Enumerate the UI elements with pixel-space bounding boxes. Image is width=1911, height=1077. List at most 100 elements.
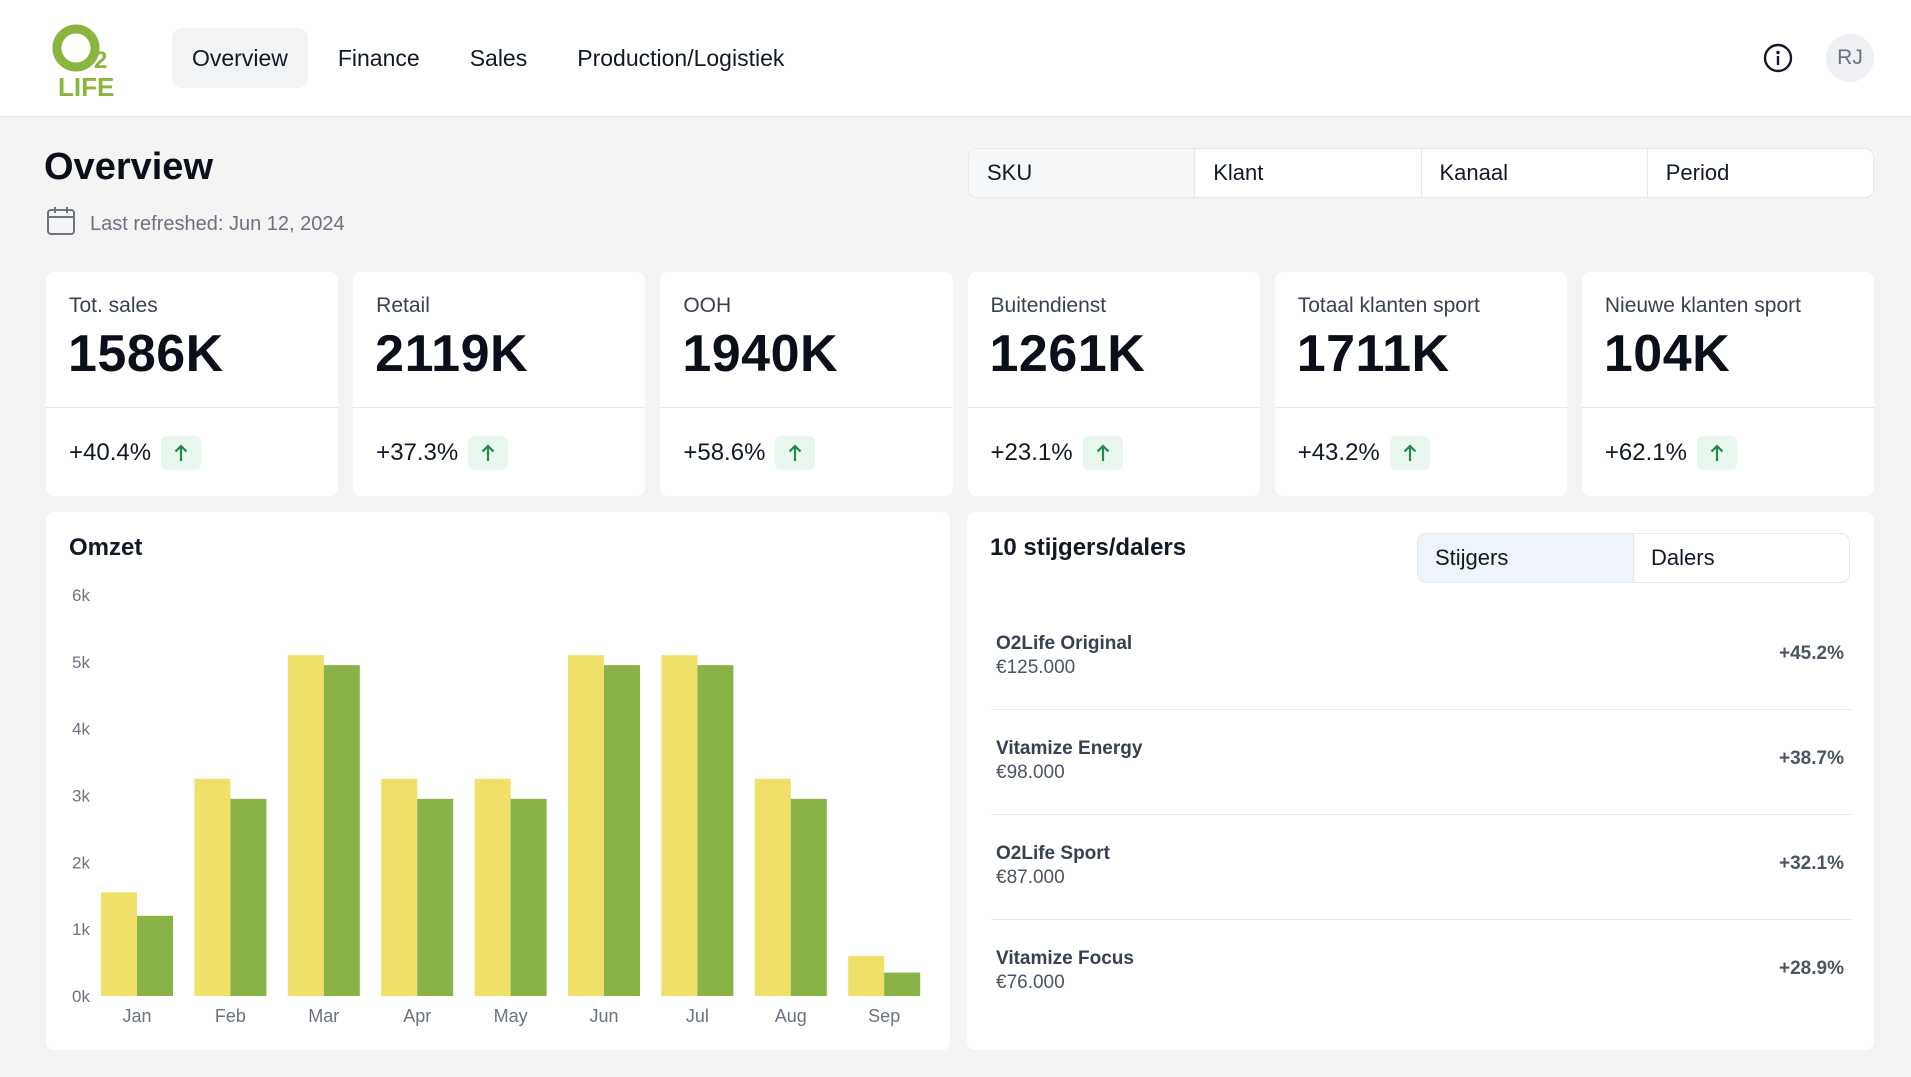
arrow-up-icon <box>1389 436 1430 470</box>
list-item[interactable]: O2Life Sport €87.000 +32.1% <box>991 815 1851 920</box>
bar-mar-series-2 <box>323 665 360 996</box>
filter-klant[interactable]: Klant <box>1195 149 1422 197</box>
kpi-value: 1261K <box>989 325 1146 383</box>
x-tick-label: Mar <box>308 1006 339 1026</box>
omzet-bar-chart: 0k 1k 2k 3k 4k 5k 6k Jan Feb Mar Apr May Jun Jul Aug Se… <box>72 586 921 1026</box>
product-name: O2Life Original <box>996 633 1133 654</box>
kpi-card-nieuwe-klanten-sport: Nieuwe klanten sport 104K +62.1% <box>1581 272 1875 496</box>
arrow-up-icon <box>468 436 509 470</box>
arrow-up-icon <box>161 436 202 470</box>
y-tick-label: 2k <box>72 853 90 872</box>
toggle-stijgers[interactable]: Stijgers <box>1418 534 1634 582</box>
bar-feb-series-1 <box>194 778 231 996</box>
y-tick-label: 1k <box>72 920 90 939</box>
kpi-divider <box>353 407 646 408</box>
list-item[interactable]: Vitamize Energy €98.000 +38.7% <box>991 710 1851 815</box>
o2life-logo[interactable]: 2 LIFE <box>50 22 134 102</box>
x-tick-label: Jul <box>686 1006 709 1026</box>
filter-kanaal[interactable]: Kanaal <box>1422 149 1648 197</box>
product-name: Vitamize Focus <box>996 948 1134 969</box>
kpi-delta-text: +40.4% <box>69 439 152 466</box>
bar-jun-series-2 <box>604 665 640 996</box>
product-value: €125.000 <box>996 657 1076 678</box>
bar-jul-series-1 <box>661 655 698 996</box>
kpi-delta-text: +43.2% <box>1297 439 1380 466</box>
kpi-label: Retail <box>376 294 430 317</box>
tab-sales[interactable]: Sales <box>469 44 528 71</box>
filter-period[interactable]: Period <box>1665 160 1730 185</box>
x-tick-label: Feb <box>215 1006 246 1026</box>
last-refreshed: Last refreshed: Jun 12, 2024 <box>46 206 345 242</box>
svg-text:2: 2 <box>94 47 107 74</box>
kpi-delta: +58.6% <box>683 436 816 470</box>
kpi-label: Tot. sales <box>69 294 158 317</box>
bar-jan-series-1 <box>101 892 137 996</box>
user-avatar[interactable]: RJ <box>1826 34 1874 82</box>
bar-jun-series-1 <box>568 655 604 996</box>
movers-title: 10 stijgers/dalers <box>990 534 1187 561</box>
bar-feb-series-2 <box>230 798 267 996</box>
product-change: +45.2% <box>1779 643 1844 664</box>
product-value: €98.000 <box>996 762 1065 783</box>
kpi-delta: +23.1% <box>991 436 1123 470</box>
tab-finance[interactable]: Finance <box>337 44 420 71</box>
movers-list: O2Life Original €125.000 +45.2% Vitamize… <box>991 605 1851 1025</box>
calendar-icon <box>46 206 76 242</box>
product-value: €87.000 <box>996 867 1065 888</box>
toggle-dalers[interactable]: Dalers <box>1651 545 1715 570</box>
kpi-value: 1711K <box>1296 325 1450 383</box>
kpi-label: Totaal klanten sport <box>1297 294 1480 317</box>
kpi-card-totaal-klanten-sport: Totaal klanten sport 1711K +43.2% <box>1274 272 1567 496</box>
page-title: Overview <box>44 146 213 188</box>
product-change: +28.9% <box>1779 958 1844 979</box>
product-change: +32.1% <box>1779 853 1844 874</box>
y-tick-label: 5k <box>72 653 90 672</box>
x-tick-label: Aug <box>775 1006 807 1026</box>
arrow-up-icon <box>1696 436 1737 470</box>
y-tick-label: 0k <box>72 987 90 1006</box>
list-item[interactable]: Vitamize Focus €76.000 +28.9% <box>991 920 1851 1025</box>
top-navigation: 2 LIFE Overview Finance Sales Production… <box>0 0 1911 117</box>
bar-may-series-1 <box>474 778 511 996</box>
kpi-label: OOH <box>683 294 732 317</box>
kpi-value: 2119K <box>375 325 529 383</box>
kpi-divider <box>967 407 1260 408</box>
kpi-delta-text: +23.1% <box>990 439 1073 466</box>
kpi-value: 1940K <box>682 325 839 383</box>
kpi-card-tot-sales: Tot. sales 1586K +40.4% <box>46 272 339 496</box>
arrow-up-icon <box>775 436 816 470</box>
y-tick-label: 4k <box>72 720 90 739</box>
arrow-up-icon <box>1082 436 1123 470</box>
kpi-delta: +40.4% <box>69 436 202 470</box>
bar-jan-series-2 <box>137 915 173 996</box>
list-item[interactable]: O2Life Original €125.000 +45.2% <box>991 605 1851 710</box>
product-name: O2Life Sport <box>996 843 1111 864</box>
last-refreshed-text: Last refreshed: Jun 12, 2024 <box>90 212 345 235</box>
kpi-row: Tot. sales 1586K +40.4% Retail 2119K +37… <box>46 272 1875 496</box>
filter-sku[interactable]: SKU <box>969 149 1196 197</box>
product-name: Vitamize Energy <box>996 738 1143 759</box>
kpi-delta: +62.1% <box>1605 436 1737 470</box>
kpi-delta-text: +37.3% <box>376 439 459 466</box>
movers-card: 10 stijgers/dalers Stijgers Dalers O2Lif… <box>967 512 1874 1050</box>
kpi-delta: +43.2% <box>1298 436 1430 470</box>
tab-production-logistiek[interactable]: Production/Logistiek <box>577 44 785 71</box>
bar-aug-series-1 <box>754 778 791 996</box>
bar-sep-series-2 <box>884 972 921 996</box>
movers-toggle: Stijgers Dalers <box>1417 533 1850 583</box>
bar-may-series-2 <box>510 798 547 996</box>
kpi-label: Nieuwe klanten sport <box>1604 294 1801 317</box>
main-nav-tabs: Overview Finance Sales Production/Logist… <box>172 28 804 88</box>
kpi-divider <box>660 407 953 408</box>
kpi-divider <box>46 407 339 408</box>
bar-sep-series-1 <box>848 955 885 996</box>
kpi-card-ooh: OOH 1940K +58.6% <box>660 272 953 496</box>
tab-overview[interactable]: Overview <box>172 28 308 88</box>
kpi-divider <box>1581 407 1875 408</box>
bar-apr-series-2 <box>417 798 454 996</box>
kpi-card-retail: Retail 2119K +37.3% <box>353 272 646 496</box>
kpi-delta-text: +58.6% <box>683 439 766 466</box>
product-value: €76.000 <box>996 972 1065 993</box>
info-icon[interactable] <box>1762 42 1794 74</box>
x-tick-label: Sep <box>868 1006 900 1026</box>
